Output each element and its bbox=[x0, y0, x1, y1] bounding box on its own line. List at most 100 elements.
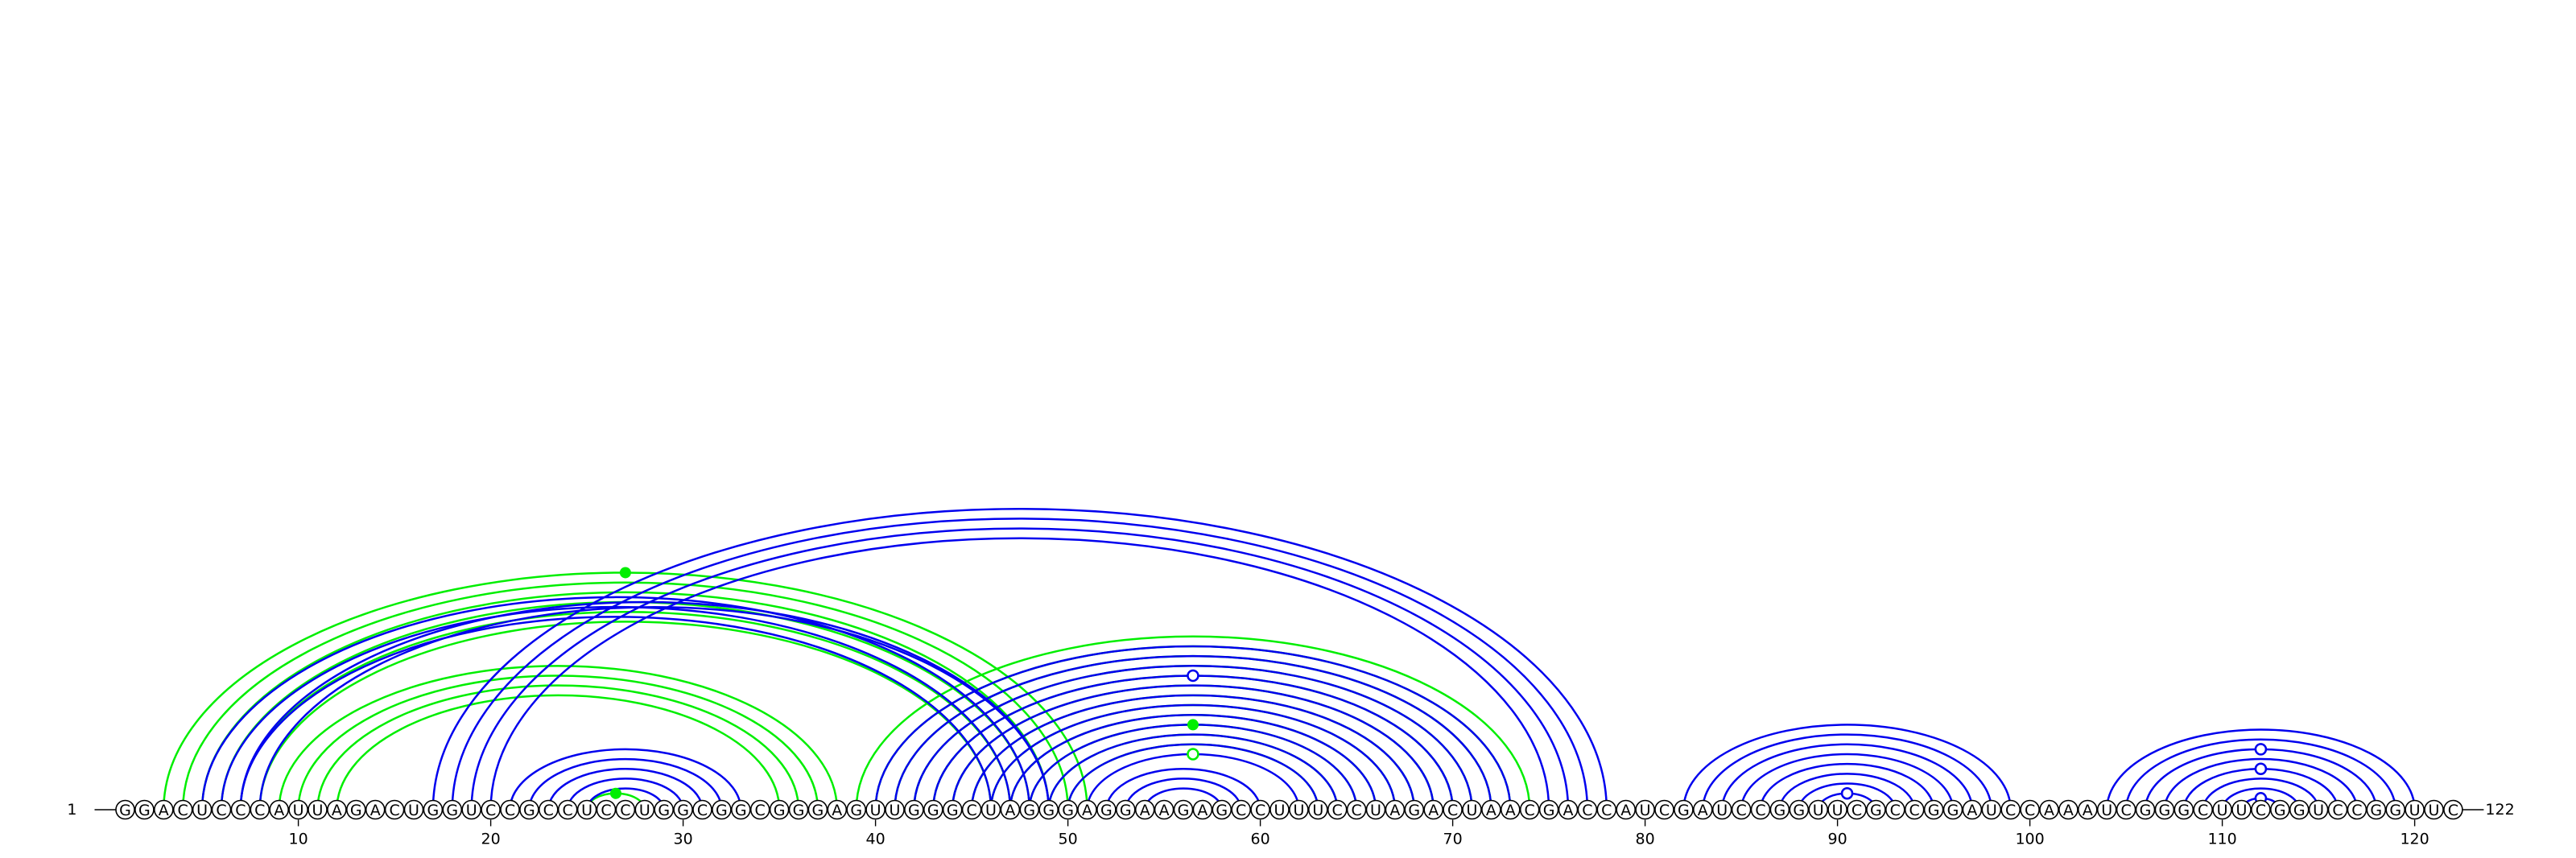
nucleotide-letter: A bbox=[2063, 802, 2074, 819]
nucleotide-letter: C bbox=[389, 802, 399, 819]
green-base-pair-arc bbox=[297, 674, 819, 811]
nucleotide-circle bbox=[2135, 799, 2156, 820]
nucleotide: U bbox=[2308, 799, 2329, 820]
nucleotide-letter: G bbox=[658, 802, 670, 819]
nucleotide-letter: A bbox=[274, 802, 284, 819]
nucleotide: C bbox=[2327, 799, 2348, 820]
nucleotide-letter: G bbox=[1100, 802, 1113, 819]
nucleotide-letter: G bbox=[1216, 802, 1228, 819]
nucleotide-letter: C bbox=[505, 802, 515, 819]
green-filled-marker bbox=[1187, 719, 1199, 731]
nucleotide-letter: U bbox=[1467, 802, 1478, 819]
nucleotide: C bbox=[1904, 799, 1925, 820]
nucleotide-circle bbox=[1693, 799, 1713, 820]
nucleotide-letter: U bbox=[1832, 802, 1843, 819]
nucleotide-circle bbox=[2000, 799, 2021, 820]
nucleotide: G bbox=[519, 799, 539, 820]
blue-base-pair-arc bbox=[1028, 724, 1358, 811]
nucleotide: C bbox=[2020, 799, 2040, 820]
blue-base-pair-arc bbox=[2202, 778, 2320, 811]
nucleotide-circle bbox=[807, 799, 828, 820]
nucleotide: G bbox=[904, 799, 924, 820]
nucleotide-letter: A bbox=[1505, 802, 1516, 819]
nucleotide-circle bbox=[980, 799, 1001, 820]
nucleotide-letter: U bbox=[2101, 802, 2112, 819]
blue-base-pair-arc bbox=[2163, 757, 2359, 811]
nucleotide: C bbox=[692, 799, 712, 820]
nucleotide-circle bbox=[2039, 799, 2059, 820]
nucleotide-letter: C bbox=[755, 802, 766, 819]
nucleotide: U bbox=[461, 799, 482, 820]
nucleotide: C bbox=[2116, 799, 2136, 820]
nucleotide-circle bbox=[615, 799, 636, 820]
nucleotide: C bbox=[538, 799, 559, 820]
nucleotide-letter: A bbox=[2044, 802, 2054, 819]
tick-label: 50 bbox=[1059, 831, 1078, 848]
nucleotide-circle bbox=[269, 799, 290, 820]
blue-open-marker bbox=[2254, 743, 2268, 756]
nucleotide-letter: A bbox=[159, 802, 169, 819]
nucleotide-letter: C bbox=[2120, 802, 2131, 819]
nucleotide-letter: C bbox=[697, 802, 708, 819]
nucleotide-letter: C bbox=[1332, 802, 1343, 819]
blue-base-pair-arc bbox=[1009, 713, 1377, 811]
nucleotide: C bbox=[250, 799, 270, 820]
nucleotide-circle bbox=[345, 799, 366, 820]
nucleotide-letter: U bbox=[2409, 802, 2421, 819]
nucleotide-circle bbox=[230, 799, 251, 820]
blue-base-pair-arc bbox=[1740, 753, 1955, 811]
nucleotide-circle bbox=[192, 799, 213, 820]
nucleotide-letter: G bbox=[1408, 802, 1420, 819]
nucleotide: G bbox=[1404, 799, 1425, 820]
nucleotide: G bbox=[115, 799, 135, 820]
nucleotide-letter: G bbox=[2274, 802, 2286, 819]
nucleotide: G bbox=[134, 799, 155, 820]
nucleotide-letter: A bbox=[832, 802, 842, 819]
nucleotide-letter: U bbox=[1312, 802, 1323, 819]
nucleotide-letter: U bbox=[1274, 802, 1286, 819]
nucleotide: A bbox=[1616, 799, 1636, 820]
nucleotide-letter: C bbox=[235, 802, 246, 819]
nucleotide-letter: C bbox=[966, 802, 976, 819]
nucleotide-letter: C bbox=[1755, 802, 1765, 819]
nucleotide-circle bbox=[788, 799, 809, 820]
nucleotide-circle bbox=[365, 799, 386, 820]
nucleotide-circle bbox=[1596, 799, 1617, 820]
nucleotide-circle bbox=[865, 799, 886, 820]
nucleotide: C bbox=[500, 799, 520, 820]
nucleotide-circle bbox=[1769, 799, 1790, 820]
nucleotide-circle bbox=[2078, 799, 2098, 820]
nucleotide: A bbox=[365, 799, 386, 820]
nucleotide-circle bbox=[692, 799, 712, 820]
nucleotide-letter: G bbox=[716, 802, 728, 819]
nucleotide: G bbox=[1173, 799, 1194, 820]
nucleotide-letter: G bbox=[677, 802, 689, 819]
nucleotide-letter: G bbox=[1774, 802, 1786, 819]
nucleotide: G bbox=[1789, 799, 1810, 820]
nucleotide-letter: G bbox=[2140, 802, 2152, 819]
blue-base-pair-arc bbox=[431, 507, 1608, 811]
nucleotide-circle bbox=[2096, 799, 2117, 820]
nucleotide-letter: U bbox=[1986, 802, 1997, 819]
nucleotide-circle bbox=[2424, 799, 2444, 820]
nucleotide: G bbox=[712, 799, 732, 820]
nucleotide: A bbox=[1192, 799, 1213, 820]
nucleotide-circle bbox=[2058, 799, 2079, 820]
nucleotide: C bbox=[596, 799, 617, 820]
nucleotide: C bbox=[2347, 799, 2368, 820]
nucleotide-letter: A bbox=[1197, 802, 1208, 819]
nucleotide-circle bbox=[1538, 799, 1559, 820]
nucleotide: A bbox=[1693, 799, 1713, 820]
nucleotide-circle bbox=[481, 799, 501, 820]
nucleotide-letter: G bbox=[119, 802, 131, 819]
nucleotide-circle bbox=[1308, 799, 1328, 820]
nucleotide-circle bbox=[1058, 799, 1078, 820]
nucleotide-letter: U bbox=[196, 802, 208, 819]
nucleotide-circle bbox=[115, 799, 135, 820]
nucleotide: C bbox=[1327, 799, 1348, 820]
nucleotide-circle bbox=[134, 799, 155, 820]
nucleotide-letter: G bbox=[774, 802, 786, 819]
nucleotide-circle bbox=[154, 799, 174, 820]
blue-base-pair-arc bbox=[913, 665, 1473, 811]
nucleotide-circle bbox=[1577, 799, 1598, 820]
